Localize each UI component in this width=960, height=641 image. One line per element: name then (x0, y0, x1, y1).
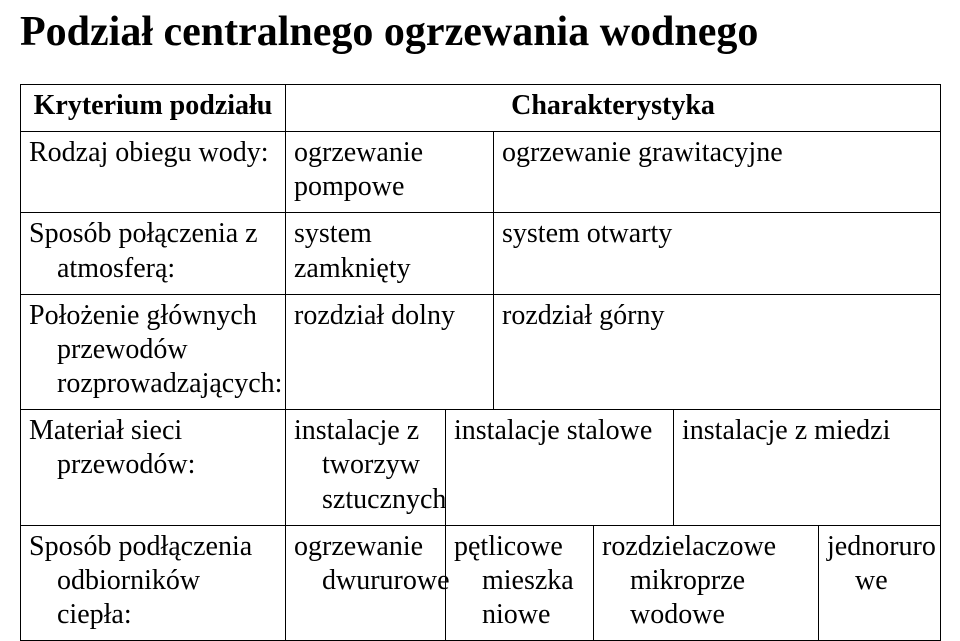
cell-text: tworzyw (294, 448, 437, 482)
table-row: Sposób podłączenia odbiorników ciepła: o… (21, 525, 941, 640)
label-text: Położenie głównych (29, 300, 257, 331)
row-label-rodzaj: Rodzaj obiegu wody: (21, 132, 286, 213)
cell-material-3: instalacje z miedzi (674, 410, 941, 525)
cell-text: ogrzewanie (294, 531, 423, 562)
label-text: Sposób połączenia z (29, 218, 258, 249)
table-row: Położenie głównych przewodów rozprowadza… (21, 294, 941, 409)
cell-sposob-podl-1: ogrzewanie dwururowe (286, 525, 446, 640)
label-text: Sposób podłączenia (29, 531, 252, 562)
row-label-polozenie: Położenie głównych przewodów rozprowadza… (21, 294, 286, 409)
table-row: Sposób połączenia z atmosferą: system za… (21, 213, 941, 294)
table-row: Rodzaj obiegu wody: ogrzewanie pompowe o… (21, 132, 941, 213)
label-text: rozprowadzających: (29, 367, 277, 401)
cell-sposob-pol-2: system otwarty (494, 213, 941, 294)
cell-sposob-podl-4: jednoruro we (819, 525, 941, 640)
cell-text: pętlicowe (454, 531, 563, 562)
label-text: przewodów (29, 333, 277, 367)
table-row: Materiał sieci przewodów: instalacje z t… (21, 410, 941, 525)
cell-text: instalacje z (294, 415, 419, 446)
cell-rodzaj-2: ogrzewanie grawitacyjne (494, 132, 941, 213)
header-kryterium: Kryterium podziału (21, 85, 286, 132)
cell-sposob-pol-1: system zamknięty (286, 213, 494, 294)
label-text: przewodów: (29, 448, 277, 482)
classification-table: Kryterium podziału Charakterystyka Rodza… (20, 84, 941, 641)
cell-rodzaj-1: ogrzewanie pompowe (286, 132, 494, 213)
cell-sposob-podl-2: pętlicowe mieszka niowe (446, 525, 594, 640)
page: Podział centralnego ogrzewania wodnego K… (0, 0, 960, 641)
cell-material-1: instalacje z tworzyw sztucznych (286, 410, 446, 525)
cell-material-2: instalacje stalowe (446, 410, 674, 525)
cell-text: rozdzielaczowe (602, 531, 776, 562)
cell-text: niowe (454, 598, 585, 632)
label-text: atmosferą: (29, 252, 277, 286)
row-label-sposob-pol: Sposób połączenia z atmosferą: (21, 213, 286, 294)
cell-text: jednoruro (827, 531, 936, 562)
cell-text: sztucznych (294, 483, 437, 517)
cell-sposob-podl-3: rozdzielaczowe mikroprze wodowe (594, 525, 819, 640)
cell-polozenie-1: rozdział dolny (286, 294, 494, 409)
row-label-sposob-podl: Sposób podłączenia odbiorników ciepła: (21, 525, 286, 640)
row-label-material: Materiał sieci przewodów: (21, 410, 286, 525)
label-text: odbiorników ciepła: (29, 564, 277, 632)
table-header-row: Kryterium podziału Charakterystyka (21, 85, 941, 132)
cell-polozenie-2: rozdział górny (494, 294, 941, 409)
page-title: Podział centralnego ogrzewania wodnego (20, 8, 940, 56)
header-charakterystyka: Charakterystyka (286, 85, 941, 132)
cell-text: wodowe (602, 598, 810, 632)
label-text: Materiał sieci (29, 415, 182, 446)
